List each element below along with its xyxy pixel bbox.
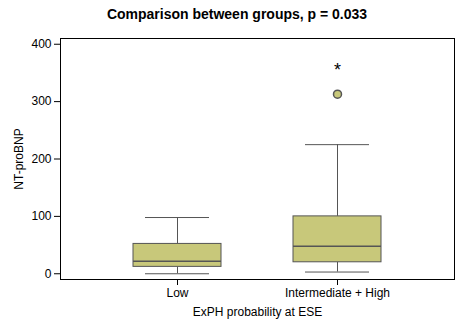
html-text:Comparison between groups, p =: Comparison between groups, p = 0.033 bbox=[106, 6, 368, 22]
svg-text:0: 0 bbox=[45, 267, 52, 281]
svg-text:Intermediate + High: Intermediate + High bbox=[285, 286, 390, 300]
svg-text:Low: Low bbox=[166, 286, 188, 300]
svg-text:*: * bbox=[334, 60, 341, 80]
svg-text:400: 400 bbox=[31, 37, 51, 51]
svg-text:200: 200 bbox=[31, 152, 51, 166]
svg-text:100: 100 bbox=[31, 209, 51, 223]
svg-text:300: 300 bbox=[31, 94, 51, 108]
svg-text:NT-proBNP: NT-proBNP bbox=[12, 128, 26, 189]
svg-text:ExPH probability at ESE: ExPH probability at ESE bbox=[193, 305, 322, 319]
